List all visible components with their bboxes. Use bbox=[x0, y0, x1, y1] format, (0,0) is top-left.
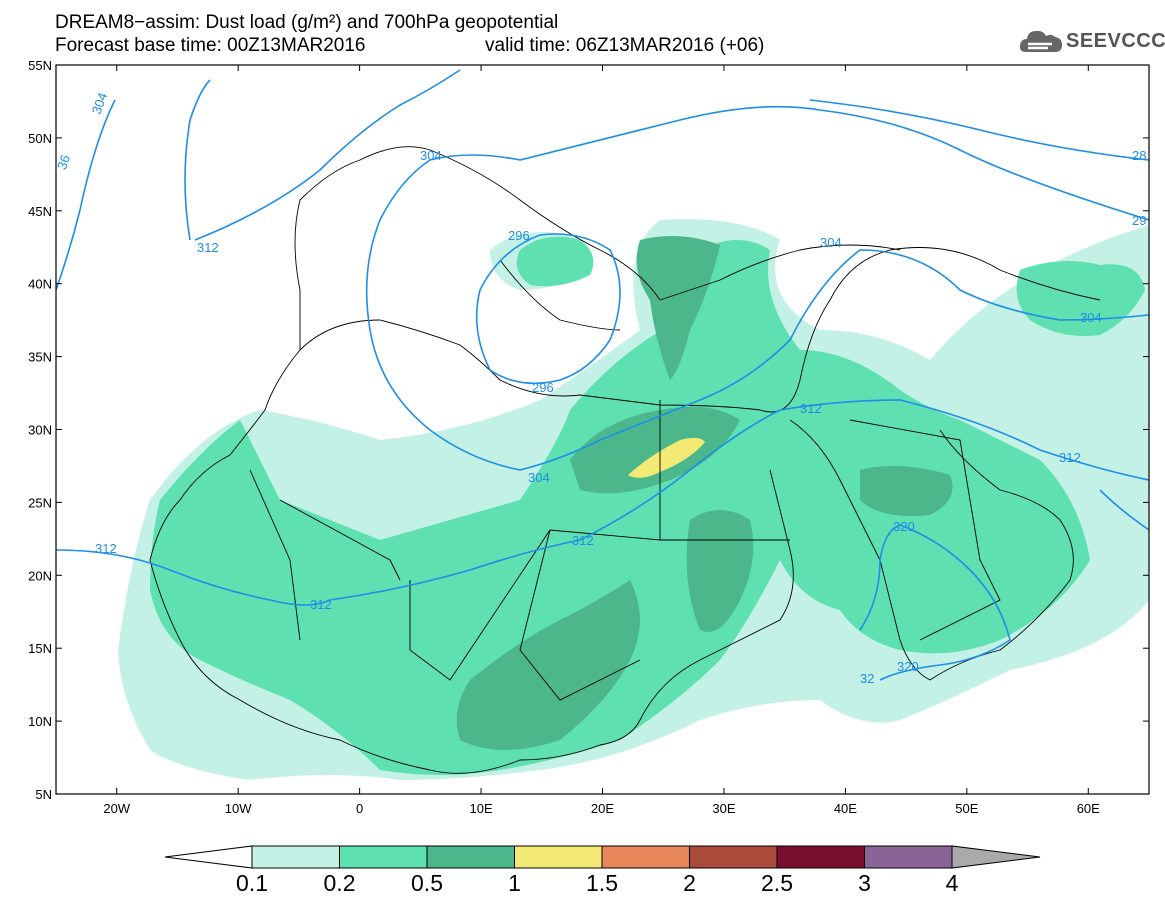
colorbar-swatch bbox=[601, 845, 690, 869]
lon-tick-label: 40E bbox=[834, 801, 857, 816]
contour-label: 29 bbox=[1132, 213, 1146, 228]
contour-label: 304 bbox=[528, 470, 550, 485]
colorbar-swatch bbox=[514, 845, 603, 869]
colorbar-swatch bbox=[339, 845, 428, 869]
contour-label: 312 bbox=[197, 240, 219, 255]
lat-tick-label: 45N bbox=[28, 204, 52, 219]
contour-label: 296 bbox=[532, 380, 554, 395]
colorbar-swatch bbox=[251, 845, 340, 869]
lon-axis: 20W 10W 0 10E 20E 30E 40E 50E 60E bbox=[103, 65, 1100, 816]
lat-tick-label: 40N bbox=[28, 277, 52, 292]
contour-label: 304 bbox=[420, 148, 442, 163]
dust-area-dark bbox=[456, 236, 953, 750]
map-title: DREAM8−assim: Dust load (g/m²) and 700hP… bbox=[55, 12, 559, 33]
cloud-icon bbox=[1019, 30, 1062, 52]
logo-text: SEEVCCC bbox=[1066, 30, 1165, 52]
colorbar-label: 1.5 bbox=[586, 870, 618, 896]
base-time: Forecast base time: 00Z13MAR2016 bbox=[55, 35, 366, 56]
colorbar-label: 0.5 bbox=[411, 870, 443, 896]
valid-time: valid time: 06Z13MAR2016 (+06) bbox=[485, 35, 765, 56]
coastlines bbox=[149, 146, 1101, 774]
contour-label: 320 bbox=[893, 519, 915, 534]
lon-tick-label: 30E bbox=[712, 801, 735, 816]
contour-label: 28 bbox=[1132, 148, 1146, 163]
colorbar-label: 1 bbox=[508, 870, 521, 896]
lat-tick-label: 15N bbox=[28, 641, 52, 656]
contour-label-group: 304 304 304 296 296 312 312 312 312 312 … bbox=[54, 91, 1146, 686]
lat-tick-label: 10N bbox=[28, 714, 52, 729]
colorbar-overflow bbox=[951, 845, 1041, 869]
contour-label: 312 bbox=[800, 401, 822, 416]
colorbar-label: 0.1 bbox=[236, 870, 268, 896]
lat-tick-label: 35N bbox=[28, 350, 52, 365]
lat-tick-label: 25N bbox=[28, 495, 52, 510]
lon-tick-label: 20E bbox=[591, 801, 614, 816]
colorbar bbox=[164, 845, 1041, 869]
lon-tick-label: 20W bbox=[103, 801, 130, 816]
contour-label: 36 bbox=[54, 153, 73, 172]
contour-label: 312 bbox=[310, 597, 332, 612]
lon-tick-label: 60E bbox=[1077, 801, 1100, 816]
contour-label: 32 bbox=[860, 671, 874, 686]
lon-tick-label: 0 bbox=[356, 801, 363, 816]
colorbar-label: 0.2 bbox=[323, 870, 356, 896]
contour-label: 320 bbox=[897, 659, 919, 674]
contour-label: 304 bbox=[820, 235, 842, 250]
colorbar-label: 3 bbox=[858, 870, 871, 896]
colorbar-label: 2.5 bbox=[761, 870, 793, 896]
colorbar-label: 2 bbox=[683, 870, 696, 896]
lat-tick-label: 50N bbox=[28, 131, 52, 146]
lat-axis: 55N 50N 45N 40N 35N 30N 25N 20N 15N 10N 5N bbox=[28, 58, 1149, 802]
contour-label: 296 bbox=[508, 228, 530, 243]
colorbar-swatch bbox=[426, 845, 515, 869]
lat-tick-label: 55N bbox=[28, 58, 52, 73]
contour-label: 312 bbox=[95, 541, 117, 556]
geopotential-contours bbox=[56, 69, 1149, 681]
colorbar-underflow bbox=[164, 845, 253, 869]
colorbar-label: 4 bbox=[945, 870, 959, 896]
lon-tick-label: 10W bbox=[225, 801, 252, 816]
colorbar-swatch bbox=[689, 845, 778, 869]
contour-label: 312 bbox=[1059, 450, 1081, 465]
contour-label: 312 bbox=[572, 533, 594, 548]
seevccc-logo: SEEVCCC bbox=[1018, 24, 1165, 58]
lat-tick-label: 5N bbox=[35, 787, 52, 802]
colorbar-swatch bbox=[776, 845, 865, 869]
lat-tick-label: 30N bbox=[28, 423, 52, 438]
lon-tick-label: 50E bbox=[955, 801, 978, 816]
lon-tick-label: 10E bbox=[469, 801, 492, 816]
lat-tick-label: 20N bbox=[28, 568, 52, 583]
dust-area-max bbox=[628, 437, 705, 478]
colorbar-swatch bbox=[864, 845, 953, 869]
contour-label: 304 bbox=[89, 91, 111, 117]
map-subtitle: Forecast base time: 00Z13MAR2016 valid ti… bbox=[55, 35, 764, 56]
contour-label: 304 bbox=[1080, 310, 1102, 325]
